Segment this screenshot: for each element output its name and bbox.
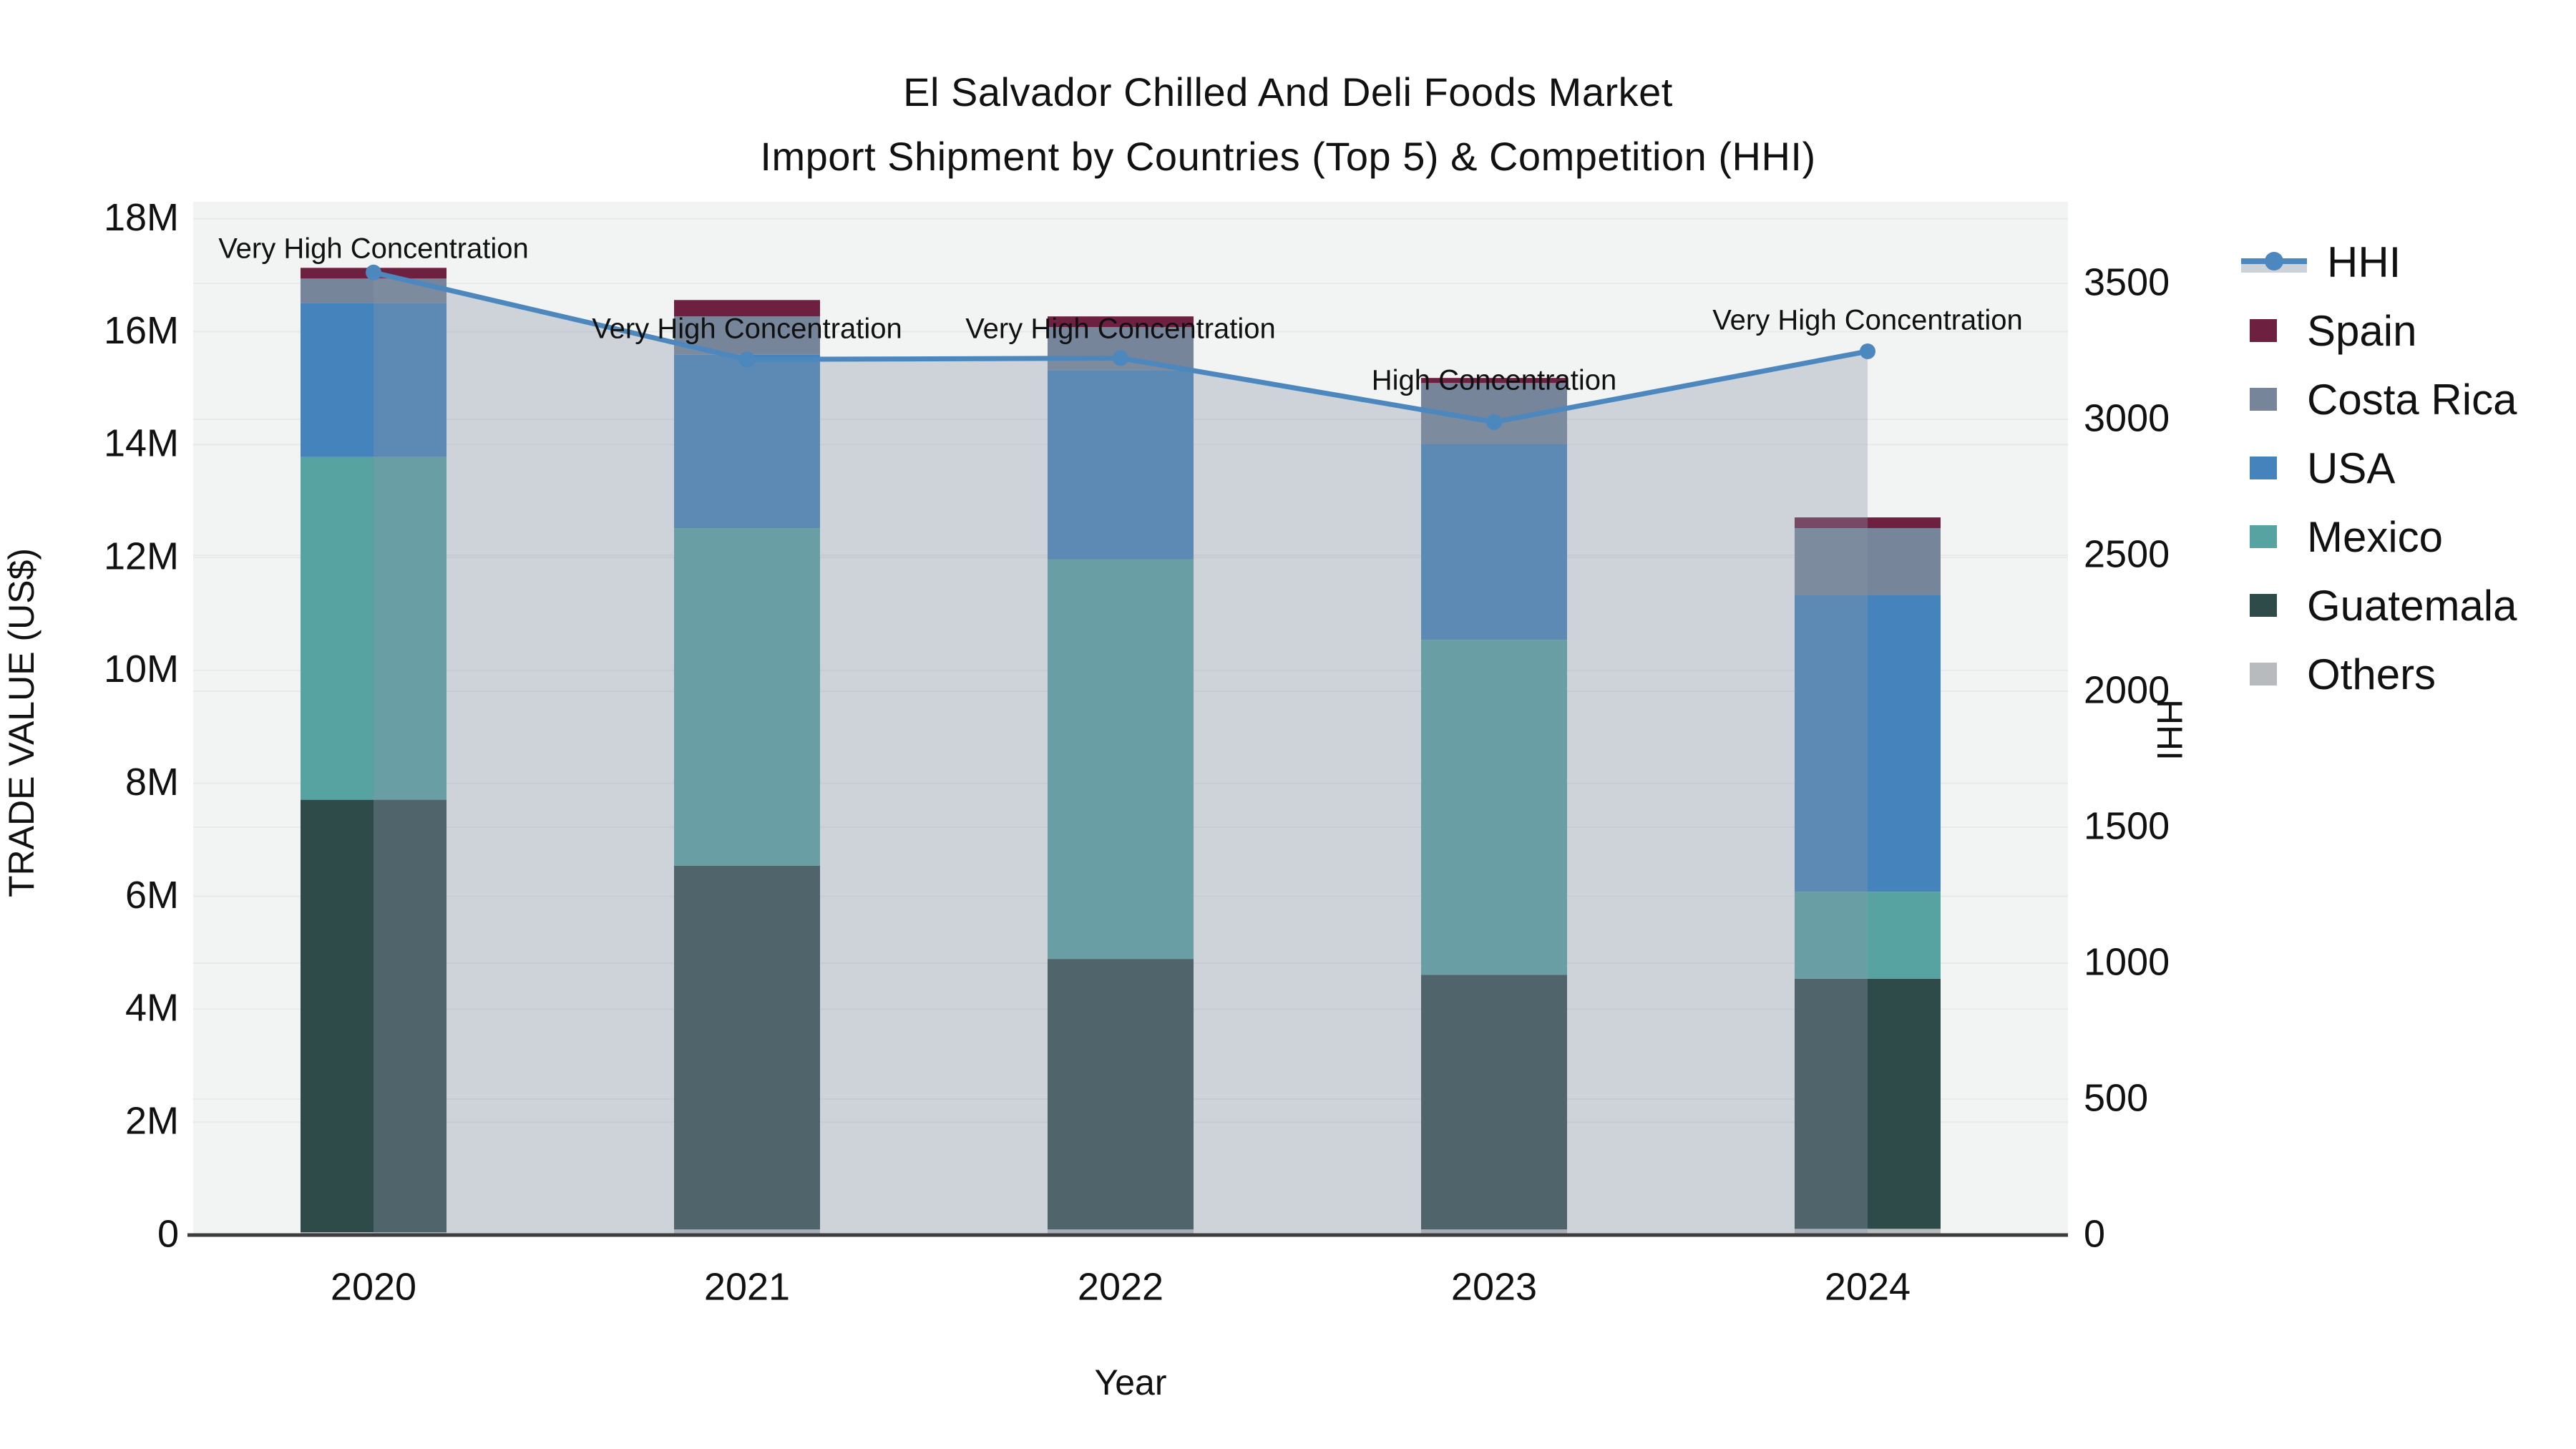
x-tick-2021: 2021 bbox=[704, 1265, 790, 1308]
chart-title: El Salvador Chilled And Deli Foods Marke… bbox=[0, 60, 2576, 189]
bar-segment-usa-2024[interactable] bbox=[1795, 595, 1941, 892]
x-tick-2020: 2020 bbox=[331, 1265, 416, 1308]
y-left-tick-16M: 16M bbox=[104, 309, 179, 352]
y-left-tick-8M: 8M bbox=[125, 761, 179, 804]
y-right-tick-0: 0 bbox=[2084, 1212, 2105, 1255]
legend-line-sample-icon bbox=[2241, 250, 2307, 274]
bar-segment-costa-rica-2024[interactable] bbox=[1795, 528, 1941, 595]
legend-label: Guatemala bbox=[2307, 581, 2517, 630]
legend-swatch-icon bbox=[2250, 319, 2277, 342]
bar-segment-mexico-2022[interactable] bbox=[1048, 559, 1194, 960]
bar-segment-usa-2020[interactable] bbox=[301, 303, 447, 457]
bar-segment-spain-2022[interactable] bbox=[1048, 316, 1194, 328]
legend-swatch-icon bbox=[2250, 388, 2277, 411]
bar-segment-guatemala-2024[interactable] bbox=[1795, 978, 1941, 1229]
hhi-marker-2021[interactable] bbox=[739, 351, 755, 368]
legend-label: Costa Rica bbox=[2307, 375, 2517, 424]
annotation-2023: High Concentration bbox=[1372, 365, 1616, 396]
bar-segment-guatemala-2023[interactable] bbox=[1421, 975, 1567, 1230]
x-tick-2024: 2024 bbox=[1825, 1265, 1911, 1308]
legend-label: Mexico bbox=[2307, 512, 2444, 561]
bar-segment-guatemala-2021[interactable] bbox=[674, 865, 820, 1230]
legend-label: Others bbox=[2307, 650, 2436, 698]
annotation-2022: Very High Concentration bbox=[965, 313, 1276, 345]
y-left-tick-12M: 12M bbox=[104, 535, 179, 577]
bar-segment-usa-2023[interactable] bbox=[1421, 444, 1567, 640]
y-right-tick-3000: 3000 bbox=[2084, 396, 2170, 439]
y-left-tick-4M: 4M bbox=[125, 987, 179, 1030]
y-left-tick-2M: 2M bbox=[125, 1099, 179, 1142]
y-right-tick-2000: 2000 bbox=[2084, 668, 2170, 711]
x-tick-2023: 2023 bbox=[1451, 1265, 1537, 1308]
annotation-2021: Very High Concentration bbox=[592, 313, 902, 345]
legend-item-hhi[interactable]: HHI bbox=[2241, 228, 2517, 296]
chart-title-line1: El Salvador Chilled And Deli Foods Marke… bbox=[903, 69, 1673, 114]
bar-segment-mexico-2020[interactable] bbox=[301, 457, 447, 800]
legend-item-guatemala[interactable]: Guatemala bbox=[2241, 571, 2517, 640]
bar-segment-spain-2023[interactable] bbox=[1421, 378, 1567, 384]
y-right-tick-1500: 1500 bbox=[2084, 804, 2170, 847]
bar-segment-others-2023[interactable] bbox=[1421, 1229, 1567, 1235]
hhi-marker-2020[interactable] bbox=[366, 264, 381, 280]
legend-item-usa[interactable]: USA bbox=[2241, 434, 2517, 502]
y-right-tick-2500: 2500 bbox=[2084, 532, 2170, 575]
bar-segment-spain-2021[interactable] bbox=[674, 300, 820, 317]
legend-item-costa-rica[interactable]: Costa Rica bbox=[2241, 365, 2517, 434]
y-left-tick-14M: 14M bbox=[104, 422, 179, 465]
bar-segment-usa-2021[interactable] bbox=[674, 354, 820, 529]
bar-segment-guatemala-2020[interactable] bbox=[301, 799, 447, 1233]
bar-segment-others-2021[interactable] bbox=[674, 1229, 820, 1235]
hhi-marker-2023[interactable] bbox=[1486, 414, 1502, 430]
legend-swatch-icon bbox=[2250, 457, 2277, 479]
annotation-2024: Very High Concentration bbox=[1712, 305, 2023, 336]
legend-item-others[interactable]: Others bbox=[2241, 640, 2517, 708]
legend-swatch-icon bbox=[2250, 525, 2277, 548]
bar-segment-others-2022[interactable] bbox=[1048, 1229, 1194, 1235]
bar-segment-guatemala-2022[interactable] bbox=[1048, 959, 1194, 1230]
y-right-tick-500: 500 bbox=[2084, 1076, 2148, 1119]
annotation-2020: Very High Concentration bbox=[218, 233, 529, 265]
bar-segment-spain-2024[interactable] bbox=[1795, 517, 1941, 529]
x-axis-title: Year bbox=[1094, 1362, 1167, 1402]
bar-segment-usa-2022[interactable] bbox=[1048, 370, 1194, 560]
legend-label: Spain bbox=[2307, 306, 2417, 355]
hhi-marker-2024[interactable] bbox=[1860, 343, 1875, 359]
x-tick-2022: 2022 bbox=[1078, 1265, 1163, 1308]
chart-title-line2: Import Shipment by Countries (Top 5) & C… bbox=[760, 134, 1816, 179]
y-left-tick-10M: 10M bbox=[104, 648, 179, 691]
y-axis-title-left: TRADE VALUE (US$) bbox=[1, 547, 42, 898]
legend-item-mexico[interactable]: Mexico bbox=[2241, 502, 2517, 571]
legend-swatch-icon bbox=[2250, 663, 2277, 686]
legend-label: USA bbox=[2307, 444, 2396, 492]
y-left-tick-18M: 18M bbox=[104, 196, 179, 239]
y-left-tick-0: 0 bbox=[157, 1212, 179, 1255]
legend-item-spain[interactable]: Spain bbox=[2241, 296, 2517, 365]
y-left-tick-6M: 6M bbox=[125, 874, 179, 917]
y-axis-title-right: HHI bbox=[2150, 698, 2190, 761]
bar-segment-mexico-2024[interactable] bbox=[1795, 892, 1941, 979]
hhi-area-fill bbox=[374, 272, 1868, 1235]
hhi-marker-2022[interactable] bbox=[1113, 350, 1128, 366]
bar-segment-others-2024[interactable] bbox=[1795, 1229, 1941, 1235]
legend-label: HHI bbox=[2327, 238, 2401, 286]
bar-segment-mexico-2021[interactable] bbox=[674, 528, 820, 866]
y-right-tick-3500: 3500 bbox=[2084, 260, 2170, 303]
legend: HHI Spain Costa Rica USA Mexico Guatemala Othe… bbox=[2241, 228, 2517, 708]
legend-swatch-icon bbox=[2250, 594, 2277, 617]
bar-segment-mexico-2023[interactable] bbox=[1421, 640, 1567, 975]
y-right-tick-1000: 1000 bbox=[2084, 940, 2170, 983]
